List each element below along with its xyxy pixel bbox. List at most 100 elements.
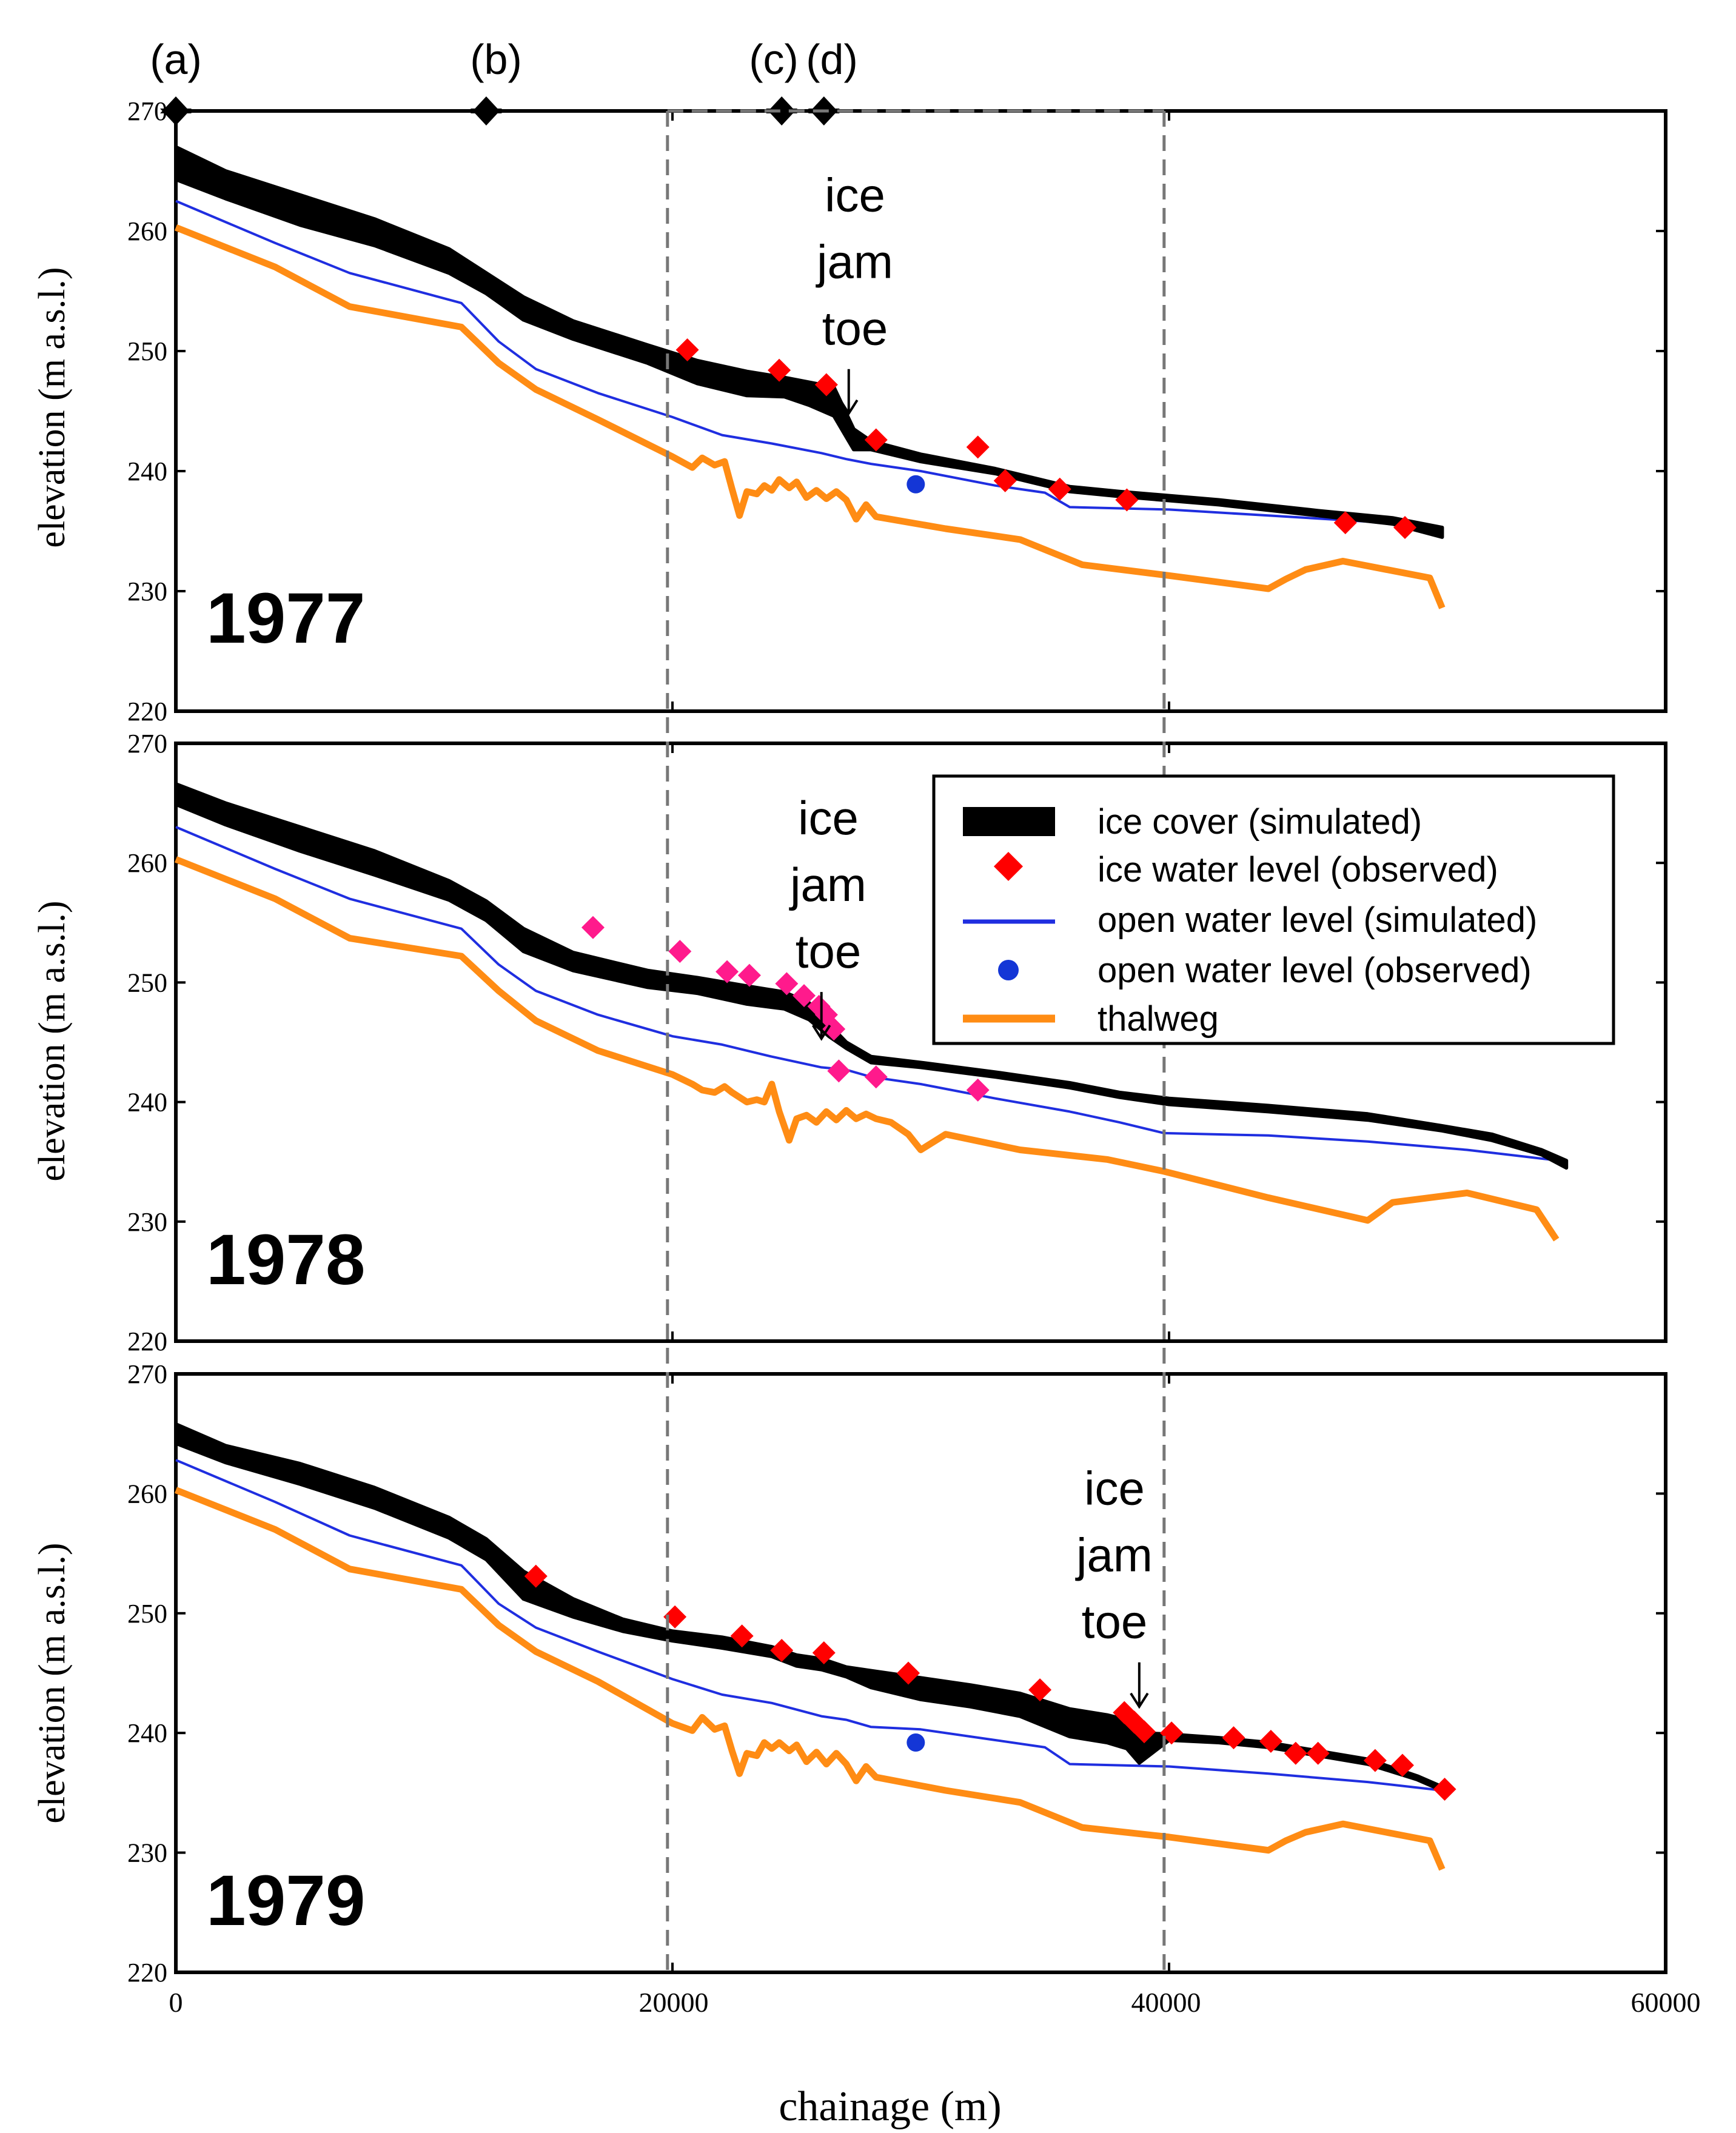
y-tick-label: 250 [127, 337, 167, 366]
ice-jam-toe-label: ice [1084, 1462, 1145, 1515]
marker-label-d: (d) [806, 36, 858, 83]
panel-1977: 270 260 250 240 230 220 1977 ice jam toe [127, 96, 1667, 726]
open-water-observed-point [907, 475, 925, 494]
ice-water-observed-point [897, 1661, 920, 1685]
thalweg-line [174, 1487, 1446, 1871]
ice-water-observed-point [1259, 1730, 1282, 1753]
ice-water-observed-point [668, 940, 692, 963]
marker-label-a: (a) [150, 36, 202, 83]
y-axis-label-1977: elevation (m a.s.l.) [32, 267, 73, 547]
y-tick-label: 230 [127, 1838, 167, 1868]
x-tick-label: 20000 [639, 1987, 709, 2018]
ice-water-observed-point [1028, 1678, 1052, 1702]
ice-jam-toe-label: ice [798, 791, 859, 845]
x-tick-label: 40000 [1131, 1987, 1201, 2018]
y-tick-label: 270 [127, 96, 167, 126]
y-tick-label: 270 [127, 1359, 167, 1389]
x-axis-label: chainage (m) [779, 2083, 1001, 2130]
y-axis-label-1979: elevation (m a.s.l.) [32, 1542, 73, 1823]
y-tick-label: 240 [127, 1718, 167, 1748]
marker-label-b: (b) [470, 36, 522, 83]
y-tick-label: 260 [127, 1479, 167, 1509]
ice-jam-toe-arrowhead [1130, 1692, 1149, 1709]
y-tick-label: 250 [127, 968, 167, 997]
ice-water-observed-point [864, 1065, 888, 1089]
y-tick-label: 220 [127, 1327, 167, 1356]
marker-label-c: (c) [749, 36, 799, 83]
ice-jam-toe-label: toe [1082, 1595, 1147, 1649]
ice-water-observed-point [1390, 1753, 1414, 1777]
legend-label: ice cover (simulated) [1098, 802, 1422, 842]
open-water-observed-point [907, 1733, 925, 1752]
ice-water-observed-point [1160, 1721, 1184, 1745]
ice-water-observed-point [812, 1641, 836, 1664]
ice-water-observed-point [814, 373, 838, 397]
ice-jam-toe-label: jam [789, 858, 866, 911]
ice-water-observed-point [864, 428, 888, 452]
legend-open-water-obs-swatch [998, 960, 1019, 980]
panel-1979: 270 260 250 240 230 220 1979 ice jam toe [127, 1359, 1667, 1987]
ice-water-observed-point [716, 960, 739, 983]
y-tick-label: 230 [127, 1207, 167, 1237]
ice-water-observed-point [663, 1605, 687, 1629]
ice-jam-toe-label: toe [822, 302, 888, 355]
x-tick-label: 60000 [1631, 1987, 1701, 2018]
ice-jam-toe-label: toe [796, 925, 861, 978]
ice-water-observed-point [737, 963, 761, 987]
year-label: 1977 [206, 578, 366, 658]
thalweg-line [174, 856, 1560, 1242]
ice-water-observed-point [1306, 1741, 1330, 1765]
ice-jam-toe-label: jam [816, 235, 893, 289]
ice-water-observed-point [775, 972, 799, 996]
thalweg-line [174, 224, 1446, 609]
plot-frame [174, 1372, 1667, 1974]
legend-label: ice water level (observed) [1098, 850, 1498, 889]
ice-water-observed-point [966, 435, 990, 459]
y-axis-label-1978: elevation (m a.s.l.) [32, 900, 73, 1181]
ice-water-observed-point [768, 358, 791, 382]
y-tick-label: 270 [127, 729, 167, 758]
panel-1978: 270 260 250 240 230 220 1978 ice jam toe [127, 729, 1667, 1356]
ice-water-observed-point [827, 1059, 851, 1083]
x-tick-label: 0 [169, 1987, 183, 2018]
open-water-simulated-line [175, 1459, 1443, 1792]
open-water-simulated-line [175, 199, 1443, 531]
ice-water-observed-point [1133, 1720, 1156, 1744]
ice-water-observed-point [770, 1638, 794, 1662]
ice-water-observed-point [993, 469, 1017, 492]
y-tick-label: 240 [127, 1088, 167, 1117]
ice-water-observed-point [822, 1017, 846, 1041]
ice-water-observed-point [675, 338, 699, 362]
legend-label: thalweg [1098, 999, 1219, 1039]
ice-water-observed-point [524, 1564, 548, 1588]
ice-cover-band [174, 782, 1569, 1170]
y-tick-label: 230 [127, 577, 167, 606]
ice-water-observed-point [1393, 516, 1417, 540]
y-tick-label: 240 [127, 457, 167, 486]
ice-water-observed-point [1222, 1726, 1245, 1750]
ice-jam-toe-arrowhead [839, 399, 859, 416]
legend: ice cover (simulated) ice water level (o… [932, 774, 1615, 1045]
ice-water-observed-point [1333, 511, 1357, 535]
ice-water-observed-point [1284, 1741, 1307, 1765]
year-label: 1978 [206, 1220, 366, 1300]
ice-jam-toe-label: jam [1075, 1529, 1153, 1582]
ice-water-observed-point [730, 1624, 754, 1648]
ice-water-observed-point [793, 984, 816, 1008]
legend-label: open water level (simulated) [1098, 900, 1537, 940]
ice-water-observed-point [581, 916, 605, 939]
y-tick-label: 260 [127, 848, 167, 878]
y-tick-label: 260 [127, 216, 167, 246]
plot-frame [174, 742, 1667, 1343]
ice-water-observed-point [1048, 477, 1071, 501]
ice-water-observed-point [966, 1078, 990, 1102]
legend-label: open water level (observed) [1098, 951, 1532, 990]
ice-water-observed-point [1363, 1749, 1387, 1772]
ice-jam-toe-label: ice [825, 169, 885, 222]
y-tick-label: 220 [127, 697, 167, 726]
x-axis-ticks: 0 20000 40000 60000 [169, 1987, 1701, 2018]
ice-cover-band [174, 145, 1444, 539]
ice-jam-toe-arrowhead [812, 1025, 831, 1041]
